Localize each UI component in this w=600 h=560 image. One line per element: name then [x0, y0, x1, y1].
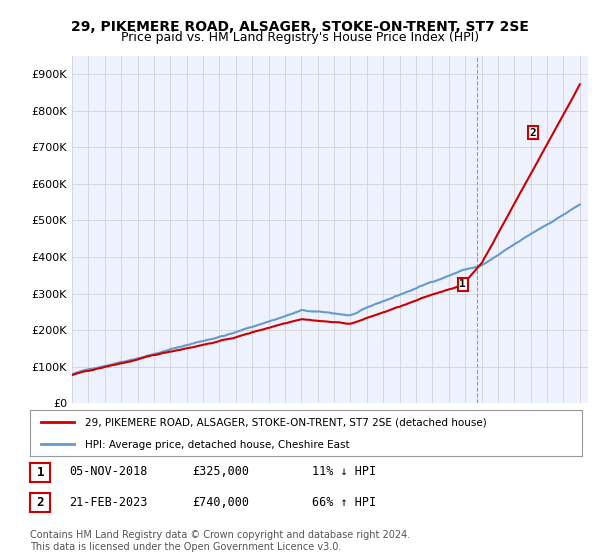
Text: Contains HM Land Registry data © Crown copyright and database right 2024.
This d: Contains HM Land Registry data © Crown c… [30, 530, 410, 552]
Text: 29, PIKEMERE ROAD, ALSAGER, STOKE-ON-TRENT, ST7 2SE (detached house): 29, PIKEMERE ROAD, ALSAGER, STOKE-ON-TRE… [85, 418, 487, 428]
Text: 11% ↓ HPI: 11% ↓ HPI [312, 465, 376, 478]
Text: 1: 1 [460, 279, 466, 290]
Text: 2: 2 [37, 496, 44, 510]
Text: 2: 2 [529, 128, 536, 138]
Text: £740,000: £740,000 [192, 496, 249, 509]
Text: 1: 1 [37, 465, 44, 479]
Text: 05-NOV-2018: 05-NOV-2018 [69, 465, 148, 478]
Text: 21-FEB-2023: 21-FEB-2023 [69, 496, 148, 509]
Text: Price paid vs. HM Land Registry's House Price Index (HPI): Price paid vs. HM Land Registry's House … [121, 31, 479, 44]
Text: 29, PIKEMERE ROAD, ALSAGER, STOKE-ON-TRENT, ST7 2SE: 29, PIKEMERE ROAD, ALSAGER, STOKE-ON-TRE… [71, 20, 529, 34]
Text: HPI: Average price, detached house, Cheshire East: HPI: Average price, detached house, Ches… [85, 440, 350, 450]
Bar [458, 278, 467, 291]
Text: 66% ↑ HPI: 66% ↑ HPI [312, 496, 376, 509]
Bar [528, 126, 538, 139]
Text: £325,000: £325,000 [192, 465, 249, 478]
